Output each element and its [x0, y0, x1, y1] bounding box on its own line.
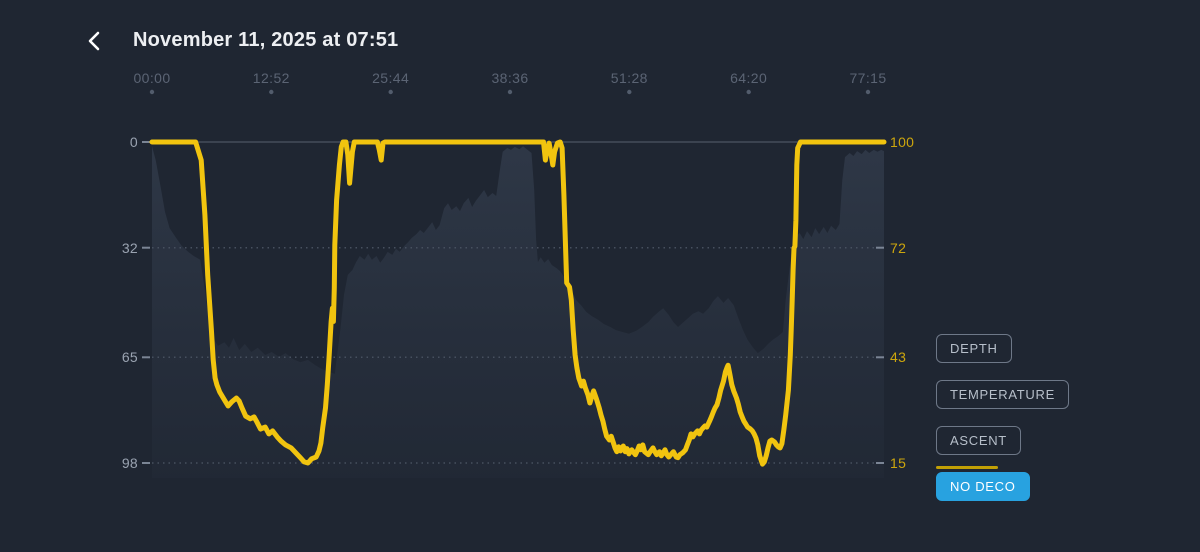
ascent-button[interactable]: ASCENT: [936, 426, 1021, 455]
depth-axis-label: 32: [121, 239, 138, 256]
background-profile-polygon: [152, 146, 884, 478]
temperature-button[interactable]: TEMPERATURE: [936, 380, 1069, 409]
x-axis-dot: [507, 89, 513, 95]
x-axis-label: 12:52: [252, 70, 290, 86]
no-deco-axis-label: 43: [890, 349, 907, 366]
x-axis-dot: [149, 89, 155, 95]
depth-button[interactable]: DEPTH: [936, 334, 1012, 363]
no-deco-axis-label: 72: [890, 239, 907, 256]
axis-ticks: [142, 141, 884, 464]
x-axis-dot: [865, 89, 871, 95]
x-axis-label: 64:20: [730, 70, 768, 86]
chevron-left-icon: [88, 31, 100, 51]
back-button[interactable]: [82, 28, 108, 54]
x-axis-dot: [388, 89, 393, 95]
depth-axis-label: 65: [121, 349, 138, 366]
x-axis-label: 77:15: [849, 70, 887, 86]
no-deco-series-color-indicator: [936, 466, 998, 469]
page-title: November 11, 2025 at 07:51: [133, 29, 399, 51]
no-deco-polyline: [149, 139, 887, 467]
no-deco-line: [149, 139, 887, 467]
x-axis-dot: [746, 89, 751, 95]
x-axis-label: 38:36: [491, 70, 529, 86]
x-axis-dot: [627, 89, 632, 95]
background-profile-area: [152, 146, 884, 478]
depth-axis-label: 0: [129, 134, 138, 150]
x-axis-dot: [269, 89, 274, 95]
x-axis-label: 51:28: [610, 70, 648, 86]
x-axis-label: 00:00: [133, 70, 171, 86]
no-deco-axis-label: 100: [890, 134, 915, 150]
x-axis-dots: [149, 89, 871, 95]
x-axis-label: 25:44: [372, 70, 410, 86]
depth-axis-label: 98: [121, 455, 138, 471]
no-deco-axis-label: 15: [890, 455, 907, 471]
no-deco-button[interactable]: NO DECO: [936, 472, 1030, 501]
